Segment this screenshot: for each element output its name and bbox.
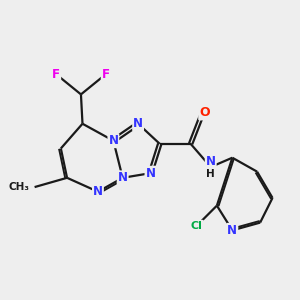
Text: F: F [102,68,110,81]
Text: N: N [206,155,216,168]
Text: CH₃: CH₃ [8,182,29,192]
Text: N: N [227,224,237,237]
Text: N: N [118,171,128,184]
Text: O: O [199,106,210,119]
Text: N: N [108,134,118,147]
Text: N: N [93,185,103,198]
Text: Cl: Cl [191,221,203,231]
Text: F: F [52,68,60,81]
Text: N: N [146,167,155,180]
Text: H: H [206,169,215,179]
Text: N: N [133,117,143,130]
